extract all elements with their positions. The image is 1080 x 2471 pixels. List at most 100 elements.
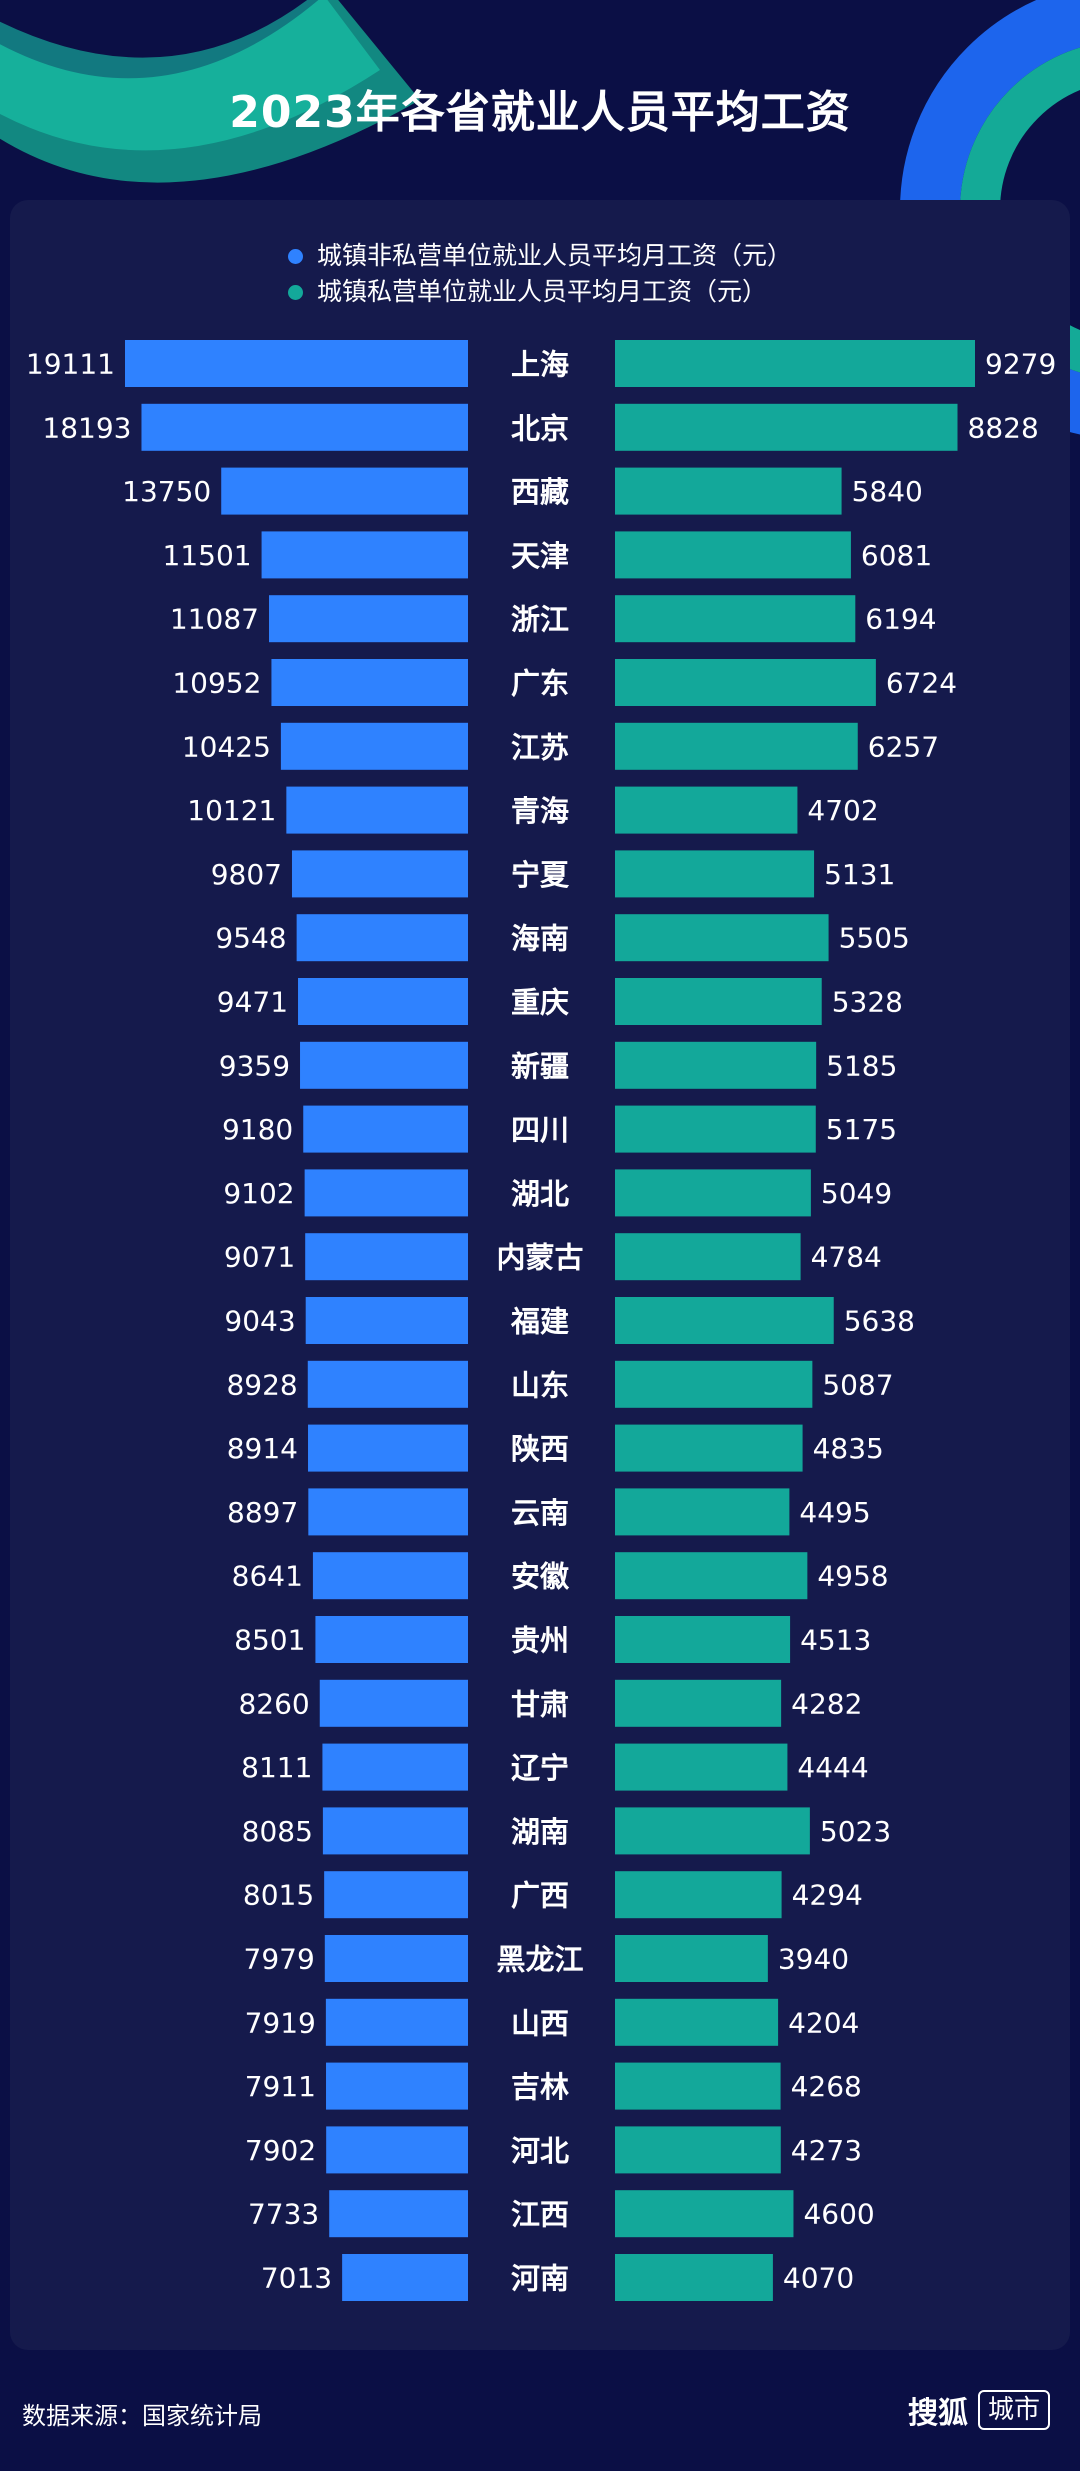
bar-private-11 bbox=[615, 1041, 817, 1089]
value-label-private-18: 4495 bbox=[799, 1496, 870, 1529]
value-label-nonprivate-9: 9548 bbox=[215, 922, 286, 955]
legend-dot-nonprivate bbox=[288, 248, 303, 264]
bar-nonprivate-26 bbox=[325, 1998, 468, 2046]
category-label-28: 河北 bbox=[511, 2134, 569, 2168]
category-label-4: 浙江 bbox=[511, 603, 569, 637]
bar-nonprivate-15 bbox=[305, 1297, 468, 1344]
bar-private-13 bbox=[615, 1169, 811, 1217]
value-label-private-21: 4282 bbox=[791, 1687, 862, 1720]
bar-private-0 bbox=[615, 340, 975, 387]
value-label-nonprivate-16: 8928 bbox=[226, 1368, 297, 1401]
bar-private-8 bbox=[615, 850, 815, 898]
value-label-nonprivate-19: 8641 bbox=[232, 1560, 303, 1593]
category-label-12: 四川 bbox=[511, 1113, 569, 1147]
value-label-nonprivate-6: 10425 bbox=[182, 730, 271, 763]
value-label-private-3: 6081 bbox=[861, 539, 932, 572]
bar-private-4 bbox=[615, 595, 856, 643]
bar-private-10 bbox=[615, 978, 822, 1025]
value-label-private-10: 5328 bbox=[832, 986, 903, 1019]
value-label-nonprivate-2: 13750 bbox=[122, 475, 211, 508]
bar-private-5 bbox=[615, 659, 876, 706]
value-label-nonprivate-7: 10121 bbox=[187, 794, 276, 827]
value-label-nonprivate-1: 18193 bbox=[42, 411, 131, 444]
value-label-nonprivate-30: 7013 bbox=[261, 2262, 332, 2295]
bar-nonprivate-1 bbox=[141, 403, 468, 451]
value-label-nonprivate-22: 8111 bbox=[241, 1751, 312, 1784]
value-label-private-26: 4204 bbox=[788, 2006, 859, 2039]
value-label-private-27: 4268 bbox=[791, 2070, 862, 2103]
category-label-18: 云南 bbox=[511, 1496, 569, 1530]
category-label-11: 新疆 bbox=[511, 1049, 569, 1083]
category-label-27: 吉林 bbox=[511, 2070, 569, 2104]
bar-private-24 bbox=[615, 1871, 782, 1919]
bar-private-27 bbox=[615, 2062, 781, 2110]
value-label-nonprivate-13: 9102 bbox=[223, 1177, 294, 1210]
bar-nonprivate-14 bbox=[305, 1233, 468, 1281]
value-label-private-12: 5175 bbox=[826, 1113, 897, 1146]
value-label-private-6: 6257 bbox=[868, 730, 939, 763]
value-label-private-7: 4702 bbox=[807, 794, 878, 827]
category-label-23: 湖南 bbox=[511, 1815, 569, 1849]
bar-private-18 bbox=[615, 1488, 790, 1536]
value-label-nonprivate-4: 11087 bbox=[170, 603, 259, 636]
value-label-private-2: 5840 bbox=[852, 475, 923, 508]
bar-nonprivate-29 bbox=[329, 2190, 468, 2238]
category-label-9: 海南 bbox=[511, 922, 569, 956]
category-label-25: 黑龙江 bbox=[496, 1943, 583, 1977]
bar-private-21 bbox=[615, 1679, 782, 1727]
bar-private-20 bbox=[615, 1616, 791, 1663]
value-label-nonprivate-10: 9471 bbox=[217, 986, 288, 1019]
bar-nonprivate-30 bbox=[342, 2254, 468, 2301]
value-label-nonprivate-26: 7919 bbox=[245, 2006, 316, 2039]
value-label-nonprivate-21: 8260 bbox=[238, 1687, 309, 1720]
category-label-13: 湖北 bbox=[511, 1177, 569, 1211]
bar-private-9 bbox=[615, 914, 829, 962]
bar-private-26 bbox=[615, 1998, 779, 2046]
category-label-2: 西藏 bbox=[511, 475, 569, 509]
category-label-7: 青海 bbox=[511, 794, 569, 828]
bar-nonprivate-8 bbox=[291, 850, 468, 898]
brand-name: 搜狐 bbox=[907, 2396, 968, 2431]
bar-nonprivate-10 bbox=[298, 978, 468, 1025]
value-label-private-1: 8828 bbox=[968, 411, 1039, 444]
value-label-private-30: 4070 bbox=[783, 2262, 854, 2295]
category-label-20: 贵州 bbox=[511, 1624, 569, 1658]
legend: 城镇非私营单位就业人员平均月工资（元） 城镇私营单位就业人员平均月工资（元） bbox=[288, 238, 792, 310]
bar-private-28 bbox=[615, 2126, 781, 2174]
value-label-nonprivate-3: 11501 bbox=[163, 539, 252, 572]
bar-nonprivate-24 bbox=[324, 1871, 468, 1919]
value-label-nonprivate-15: 9043 bbox=[224, 1305, 295, 1338]
bar-nonprivate-22 bbox=[322, 1743, 468, 1791]
value-label-private-28: 4273 bbox=[791, 2134, 862, 2167]
category-label-10: 重庆 bbox=[511, 986, 569, 1020]
brand-tag: 城市 bbox=[977, 2390, 1050, 2430]
value-label-nonprivate-17: 8914 bbox=[227, 1432, 298, 1465]
deco-arc-left-inner bbox=[0, 0, 380, 151]
value-label-nonprivate-18: 8897 bbox=[227, 1496, 298, 1529]
bar-nonprivate-2 bbox=[221, 467, 468, 515]
category-label-17: 陕西 bbox=[511, 1432, 569, 1466]
value-label-private-15: 5638 bbox=[844, 1305, 915, 1338]
value-label-nonprivate-11: 9359 bbox=[219, 1049, 290, 1082]
category-label-22: 辽宁 bbox=[511, 1751, 569, 1785]
category-label-8: 宁夏 bbox=[511, 858, 570, 892]
bar-nonprivate-18 bbox=[308, 1488, 468, 1536]
bar-private-14 bbox=[615, 1233, 801, 1281]
bar-nonprivate-9 bbox=[296, 914, 468, 962]
bar-private-19 bbox=[615, 1552, 808, 1600]
legend-label-nonprivate: 城镇非私营单位就业人员平均月工资（元） bbox=[317, 241, 793, 270]
bar-private-16 bbox=[615, 1360, 813, 1408]
value-label-private-24: 4294 bbox=[792, 1879, 863, 1912]
value-label-nonprivate-5: 10952 bbox=[172, 667, 261, 700]
bar-nonprivate-3 bbox=[261, 531, 468, 579]
bar-private-22 bbox=[615, 1743, 788, 1791]
bar-nonprivate-0 bbox=[125, 340, 468, 387]
value-label-private-13: 5049 bbox=[821, 1177, 892, 1210]
value-label-private-14: 4784 bbox=[811, 1241, 882, 1274]
bar-nonprivate-20 bbox=[315, 1616, 468, 1663]
value-label-private-19: 4958 bbox=[817, 1560, 888, 1593]
value-label-private-29: 4600 bbox=[803, 2198, 874, 2231]
bar-nonprivate-23 bbox=[322, 1807, 468, 1855]
value-label-nonprivate-24: 8015 bbox=[243, 1879, 314, 1912]
